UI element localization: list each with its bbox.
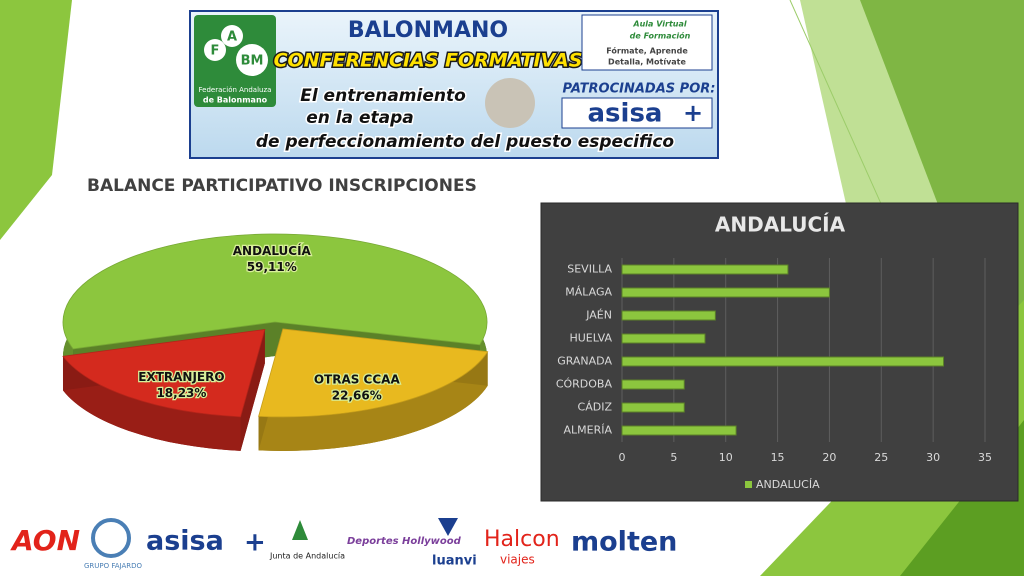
bar (621, 425, 737, 436)
sponsor-logo: molten (571, 527, 677, 558)
x-tick-label: 35 (978, 451, 992, 464)
pie-slice (62, 233, 488, 350)
slice-side (258, 351, 488, 451)
logo-letter: F (211, 44, 220, 59)
banner-subtitle: CONFERENCIAS FORMATIVAS (274, 50, 583, 72)
logo-circle (221, 25, 243, 47)
logo-circle (236, 44, 268, 76)
banner-line: de perfeccionamiento del puesto especifi… (256, 132, 675, 152)
logo-mark (438, 518, 458, 536)
bar (621, 287, 830, 298)
x-tick-label: 15 (771, 451, 785, 464)
sponsor-logo: Junta de Andalucía (269, 552, 345, 561)
ball (485, 78, 535, 128)
slice-label: ANDALUCÍA (233, 243, 312, 258)
sponsor-logo: asisa (146, 526, 224, 557)
sponsor-name: asisa (588, 99, 663, 129)
sponsor-logo: luanvi (432, 554, 477, 569)
pie-chart: ANDALUCÍA 59,11% OTRAS CCAA 22,66% EXTRANJER… (62, 233, 489, 451)
y-tick-label: ALMERÍA (563, 424, 612, 437)
y-tick-label: CÁDIZ (578, 401, 613, 414)
logo-box (194, 15, 276, 107)
y-tick-label: GRANADA (557, 355, 612, 368)
sponsor-logo: viajes (500, 553, 535, 567)
logo-mark (292, 520, 308, 540)
aula-text: Fórmate, Aprende (606, 46, 688, 56)
x-tick-label: 25 (874, 451, 888, 464)
aula-text: Aula Virtual (632, 20, 686, 29)
banner-title: BALONMANO (348, 18, 508, 43)
legend-swatch (745, 481, 752, 488)
sponsor-logo: Halcon (484, 527, 560, 552)
federation-text: Federación Andaluza (199, 86, 272, 94)
chart-title: ANDALUCÍA (715, 213, 846, 237)
sponsor-logo: GRUPO FAJARDO (84, 562, 143, 570)
y-tick-label: SEVILLA (567, 263, 612, 276)
bar (621, 356, 945, 367)
logo-circle (204, 39, 226, 61)
sponsor-plus: + (683, 99, 703, 127)
legend-label: ANDALUCÍA (756, 478, 820, 491)
pie-slice (258, 328, 489, 418)
slide-title: BALANCE PARTICIPATIVO INSCRIPCIONES (87, 176, 477, 196)
x-tick-label: 0 (619, 451, 626, 464)
pie-slice (62, 328, 266, 418)
bar (621, 379, 685, 390)
bar-chart: ANDALUCÍA 0 5 10 15 20 25 30 35 ALMERÍA CÁDIZ CÓRD… (540, 202, 1019, 502)
bar (621, 310, 716, 321)
y-tick-label: CÓRDOBA (556, 378, 613, 391)
x-tick-label: 5 (670, 451, 677, 464)
slice-value-label: 59,11% (247, 260, 297, 274)
slice-side (62, 356, 241, 451)
sponsor-logo: AON (10, 524, 80, 557)
y-tick-label: HUELVA (569, 332, 612, 345)
sponsor-box (561, 97, 713, 129)
sponsor-logo: Deportes Hollywood (347, 536, 462, 547)
banner: F A BM Federación Andaluza de Balonmano … (189, 10, 719, 159)
bar (621, 264, 789, 275)
banner-line: en la etapa (306, 108, 414, 128)
logo-letter: A (227, 30, 237, 45)
slice-value-label: 22,66% (332, 389, 382, 403)
slice-label: EXTRANJERO (138, 370, 224, 384)
x-tick-label: 10 (719, 451, 733, 464)
sponsor-label: PATROCINADAS POR: (563, 82, 716, 97)
aula-text: de Formación (630, 31, 691, 41)
chart-background (540, 202, 1019, 502)
y-tick-label: MÁLAGA (565, 286, 612, 299)
slice-value-label: 18,23% (156, 386, 206, 400)
bg-shape (0, 0, 72, 240)
logo-letter: BM (241, 54, 264, 69)
x-tick-label: 30 (926, 451, 940, 464)
bar (621, 333, 706, 344)
aula-text: Detalla, Motívate (608, 58, 686, 67)
y-tick-label: JAÉN (585, 309, 612, 322)
bar (621, 402, 685, 413)
aula-box (581, 14, 713, 71)
logo-mark: + (244, 528, 266, 558)
logo-mark (91, 518, 131, 558)
x-tick-label: 20 (822, 451, 836, 464)
banner-line: El entrenamiento (300, 86, 466, 106)
slice-label: OTRAS CCAA (314, 373, 401, 387)
federation-text: de Balonmano (203, 96, 268, 105)
